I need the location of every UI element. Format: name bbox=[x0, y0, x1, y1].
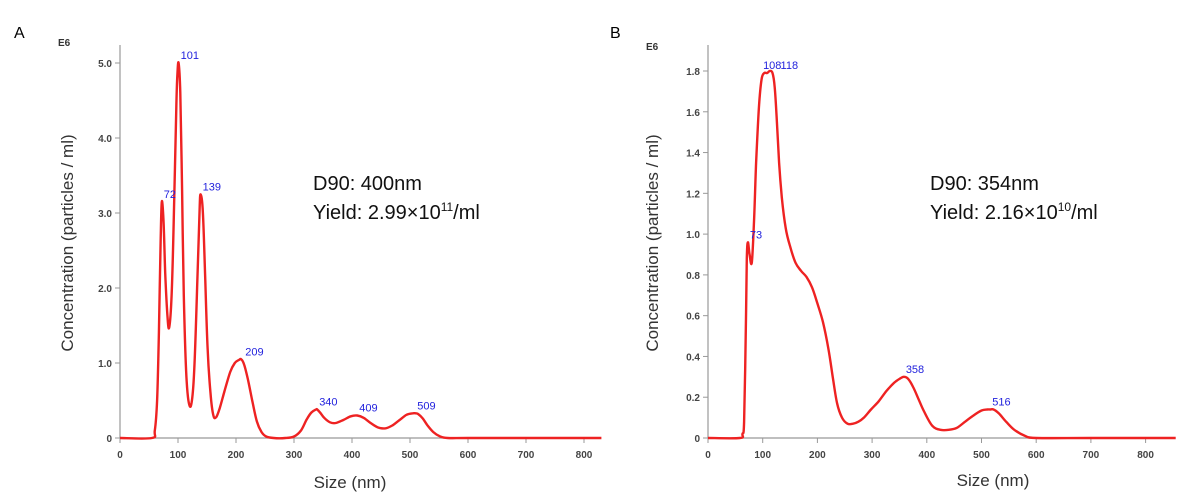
y-ticks-b: 0 0.2 0.4 0.6 0.8 1.0 1.2 1.4 1.6 1.8 bbox=[686, 67, 708, 445]
series-line-b bbox=[707, 69, 1176, 440]
x-tick-label-a: 0 bbox=[117, 450, 123, 461]
chart-panel-b: B E6 0 0.2 0.4 0.6 0.8 1.0 1.2 1.4 1.6 1.8 0 100 20… bbox=[598, 0, 1196, 502]
x-tick-label-b: 600 bbox=[1028, 450, 1045, 461]
x-tick-label-a: 600 bbox=[460, 450, 477, 461]
yield-annotation-a: Yield: 2.99×1011/ml bbox=[313, 200, 480, 224]
y-tick-label-b: 0.6 bbox=[686, 312, 700, 323]
x-axis-title-b: Size (nm) bbox=[957, 471, 1030, 490]
chart-a-svg: A E6 0 1.0 2.0 3.0 4.0 5.0 0 100 200 300 400 500 60… bbox=[14, 25, 602, 492]
x-tick-label-a: 300 bbox=[286, 450, 303, 461]
y-tick-label-b: 1.6 bbox=[686, 108, 700, 119]
peak-label-a: 101 bbox=[181, 50, 199, 62]
x-tick-label-b: 200 bbox=[809, 450, 826, 461]
panel-letter-a: A bbox=[14, 25, 25, 42]
peak-label-b: 516 bbox=[992, 396, 1010, 408]
x-tick-label-b: 400 bbox=[918, 450, 935, 461]
peak-label-a: 509 bbox=[417, 400, 435, 412]
y-tick-label-b: 0.2 bbox=[686, 393, 700, 404]
x-tick-label-b: 700 bbox=[1083, 450, 1100, 461]
chart-panel-a: A E6 0 1.0 2.0 3.0 4.0 5.0 0 100 200 300 400 500 60… bbox=[14, 25, 602, 492]
y-tick-label-b: 1.8 bbox=[686, 67, 700, 78]
x-tick-label-b: 500 bbox=[973, 450, 990, 461]
y-tick-label-b: 1.2 bbox=[686, 189, 700, 200]
chart-b-svg: B E6 0 0.2 0.4 0.6 0.8 1.0 1.2 1.4 1.6 1.8 0 100 20… bbox=[610, 25, 1176, 490]
yield-prefix-b: Yield: 2.16×10 bbox=[930, 202, 1058, 224]
y-tick-label-a: 1.0 bbox=[98, 359, 112, 370]
yield-prefix-a: Yield: 2.99×10 bbox=[313, 202, 441, 224]
y-tick-label-a: 3.0 bbox=[98, 209, 112, 220]
y-tick-label-b: 1.4 bbox=[686, 149, 700, 160]
y-tick-label-b: 0 bbox=[694, 434, 700, 445]
peak-label-a: 209 bbox=[245, 346, 263, 358]
y-tick-label-a: 0 bbox=[106, 434, 112, 445]
y-axis-title-b: Concentration (particles / ml) bbox=[643, 134, 662, 351]
x-tick-label-b: 100 bbox=[754, 450, 771, 461]
yield-suffix-b: /ml bbox=[1071, 202, 1098, 224]
x-tick-label-a: 400 bbox=[344, 450, 361, 461]
peak-label-a: 409 bbox=[359, 403, 377, 415]
x-tick-label-b: 0 bbox=[705, 450, 711, 461]
peak-labels-a: 72 101 139 209 340 409 509 bbox=[164, 50, 436, 415]
x-tick-label-a: 100 bbox=[170, 450, 187, 461]
x-tick-label-a: 500 bbox=[402, 450, 419, 461]
peak-label-a: 72 bbox=[164, 189, 176, 201]
yield-exponent-a: 11 bbox=[441, 200, 454, 214]
x-tick-label-a: 200 bbox=[228, 450, 245, 461]
y-scale-label-a: E6 bbox=[58, 38, 71, 49]
y-tick-label-b: 0.4 bbox=[686, 352, 700, 363]
peak-label-a: 340 bbox=[319, 397, 337, 409]
yield-annotation-b: Yield: 2.16×1010/ml bbox=[930, 200, 1098, 224]
series-line-a bbox=[119, 61, 602, 440]
x-axis-title-a: Size (nm) bbox=[314, 473, 387, 492]
x-tick-label-b: 800 bbox=[1137, 450, 1154, 461]
peak-label-b: 73 bbox=[750, 229, 762, 241]
x-tick-label-a: 700 bbox=[518, 450, 535, 461]
x-tick-label-b: 300 bbox=[864, 450, 881, 461]
peak-labels-b: 73 108 118 358 516 bbox=[750, 60, 1011, 408]
y-tick-label-b: 1.0 bbox=[686, 230, 700, 241]
x-tick-label-a: 800 bbox=[576, 450, 593, 461]
y-tick-label-a: 4.0 bbox=[98, 134, 112, 145]
d90-annotation-b: D90: 354nm bbox=[930, 173, 1039, 195]
y-tick-label-b: 0.8 bbox=[686, 271, 700, 282]
x-ticks-a: 0 100 200 300 400 500 600 700 800 bbox=[117, 438, 593, 461]
peak-label-b: 108 bbox=[763, 60, 781, 72]
y-ticks-a: 0 1.0 2.0 3.0 4.0 5.0 bbox=[98, 59, 120, 445]
yield-exponent-b: 10 bbox=[1058, 200, 1072, 214]
peak-label-b: 118 bbox=[781, 60, 799, 72]
panel-letter-b: B bbox=[610, 25, 621, 42]
yield-suffix-a: /ml bbox=[453, 202, 480, 224]
peak-label-a: 139 bbox=[203, 181, 221, 193]
x-ticks-b: 0 100 200 300 400 500 600 700 800 bbox=[705, 438, 1154, 461]
y-tick-label-a: 5.0 bbox=[98, 59, 112, 70]
peak-label-b: 358 bbox=[906, 364, 924, 376]
y-tick-label-a: 2.0 bbox=[98, 284, 112, 295]
d90-annotation-a: D90: 400nm bbox=[313, 173, 422, 195]
y-scale-label-b: E6 bbox=[646, 42, 659, 53]
y-axis-title-a: Concentration (particles / ml) bbox=[58, 134, 77, 351]
